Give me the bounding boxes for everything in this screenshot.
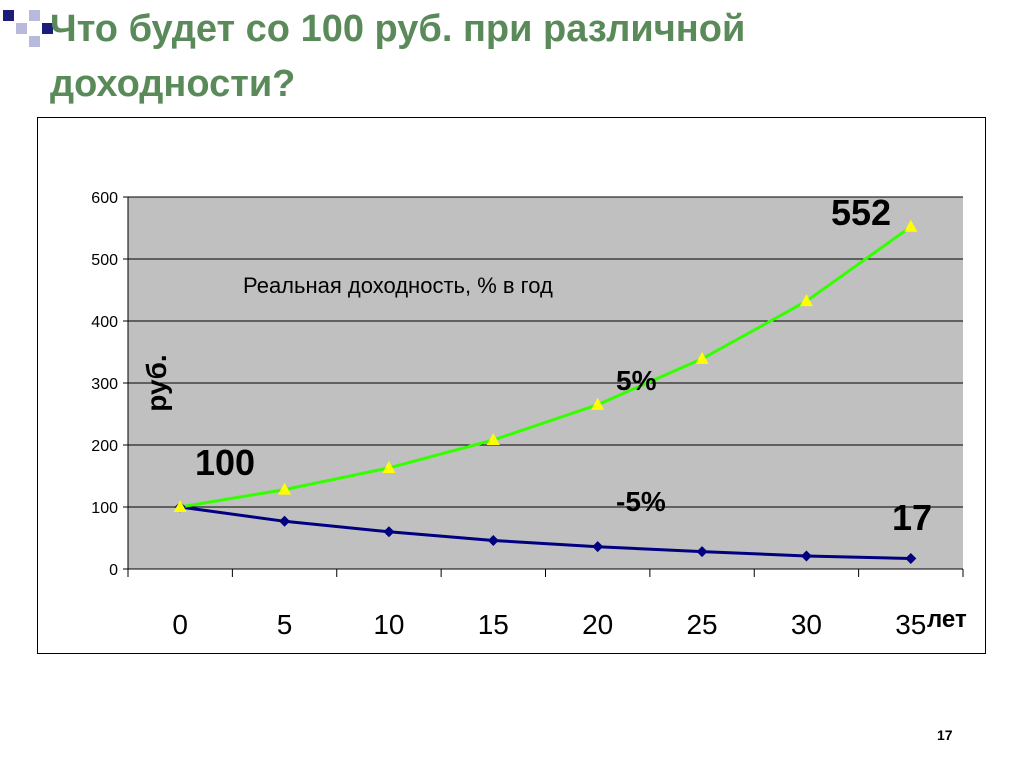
data-point [799, 294, 813, 307]
data-point [279, 515, 291, 527]
data-point [592, 541, 604, 553]
y-tick-label: 200 [91, 438, 118, 455]
data-point [591, 397, 605, 410]
page-number: 17 [937, 727, 953, 743]
series-line [179, 225, 912, 509]
x-tick-label: 20 [582, 609, 613, 640]
decor-square [3, 10, 14, 21]
data-point [382, 460, 396, 473]
data-point [800, 550, 812, 562]
chart-caption: Реальная доходность, % в год [243, 273, 553, 298]
data-label: 17 [892, 497, 932, 538]
data-point [695, 351, 709, 364]
y-tick-label: 600 [91, 190, 118, 207]
decor-square [42, 23, 53, 34]
decor-square [16, 23, 27, 34]
x-tick-label: 15 [478, 609, 509, 640]
x-tick-label: 35 [895, 609, 926, 640]
slide-title: Что будет со 100 руб. при различной дохо… [50, 8, 746, 105]
data-point [486, 433, 500, 446]
data-point [905, 552, 917, 564]
line-chart: 0 100 200 300 400 500 600 0 5 10 15 20 25 30 35 Реальна… [91, 190, 967, 640]
x-tick-label: 5 [277, 609, 293, 640]
chart-frame: 0 100 200 300 400 500 600 0 5 10 15 20 25 30 35 Реальна… [37, 117, 986, 654]
x-axis-label: лет [927, 606, 967, 633]
y-tick-label: 100 [91, 500, 118, 517]
data-point [904, 219, 918, 232]
data-point [487, 534, 499, 546]
decor-square [29, 36, 40, 47]
series-label: -5% [616, 486, 666, 517]
y-tick-label: 500 [91, 252, 118, 269]
y-axis-label: руб. [141, 354, 172, 411]
y-tick-label: 400 [91, 314, 118, 331]
y-tick-label: 300 [91, 376, 118, 393]
data-label: 100 [195, 442, 255, 483]
x-tick-label: 0 [172, 609, 188, 640]
data-point [173, 500, 187, 512]
y-tick-label: 0 [109, 562, 118, 579]
data-point [696, 546, 708, 558]
series-line [179, 505, 911, 560]
x-tick-label: 10 [373, 609, 404, 640]
x-tick-label: 25 [686, 609, 717, 640]
series-label: 5% [616, 365, 657, 396]
x-tick-label: 30 [791, 609, 822, 640]
decor-square [29, 10, 40, 21]
data-point [278, 482, 292, 495]
data-label: 552 [831, 192, 891, 233]
data-point [383, 526, 395, 538]
